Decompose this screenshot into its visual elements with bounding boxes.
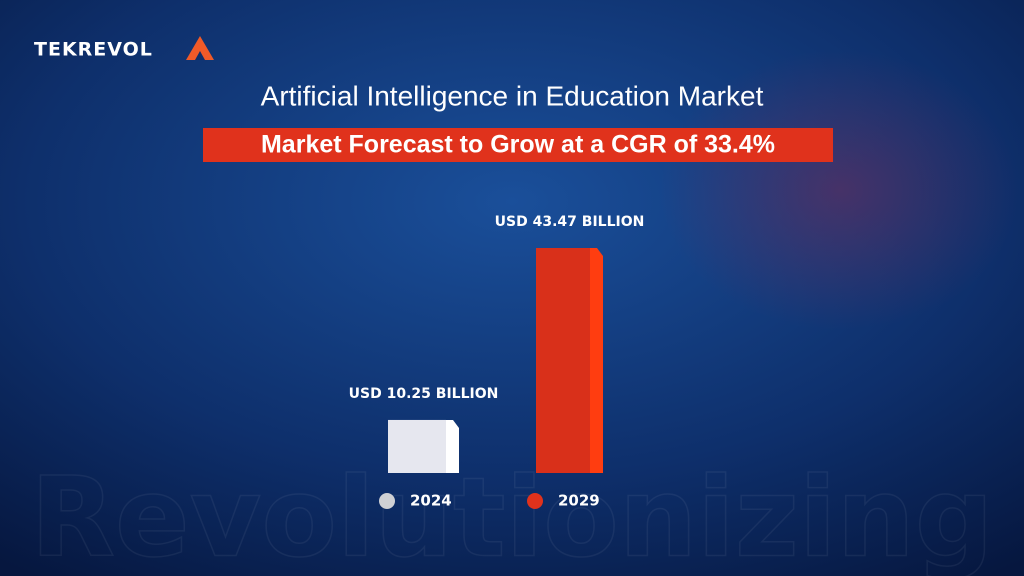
watermark: Revolutionizing	[30, 453, 993, 576]
bar-side	[590, 248, 603, 473]
subtitle: Market Forecast to Grow at a CGR of 33.4…	[261, 131, 775, 159]
bar	[388, 419, 446, 473]
bar-side	[446, 419, 459, 473]
glow	[660, 50, 1020, 330]
logo-icon	[186, 36, 214, 60]
bar	[536, 248, 590, 473]
logo: TEKREVOL	[34, 39, 153, 61]
subtitle-box	[203, 128, 833, 162]
chart-title: Artificial Intelligence in Education Mar…	[261, 80, 764, 111]
legend-dot	[379, 493, 395, 509]
x-tick-label: 2029	[558, 492, 600, 510]
value-label: USD 10.25 BILLION	[349, 386, 499, 402]
x-tick-label: 2024	[410, 492, 452, 510]
logo-icon-inner	[195, 51, 205, 60]
legend-dot	[527, 493, 543, 509]
value-label: USD 43.47 BILLION	[495, 214, 645, 230]
